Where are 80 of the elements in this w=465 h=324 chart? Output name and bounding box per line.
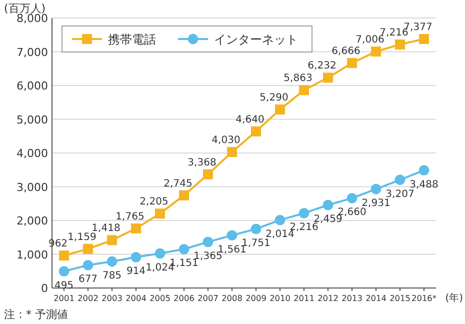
x-tick-label: 2006 xyxy=(174,293,194,303)
data-label: 2,205 xyxy=(140,196,168,208)
point xyxy=(250,224,262,234)
data-label: 6,666 xyxy=(332,46,360,58)
data-label: 5,290 xyxy=(260,92,288,104)
x-tick-label: 2012 xyxy=(318,293,338,303)
point xyxy=(371,46,381,57)
data-label: 7,006 xyxy=(356,34,384,46)
x-tick-label: 2015 xyxy=(390,293,410,303)
x-tick-label: 2009 xyxy=(246,293,266,303)
data-label: 2,459 xyxy=(314,214,342,226)
x-tick-label: 2002 xyxy=(78,293,98,303)
text: 注：* 予測値 xyxy=(4,308,68,321)
y-tick-label: 7,000 xyxy=(16,46,48,59)
data-label: 5,863 xyxy=(284,73,312,84)
legend-label: 携帯電話 xyxy=(108,32,156,46)
y-tick-label: 2,000 xyxy=(16,214,48,228)
y-tick-label: 5,000 xyxy=(16,113,48,126)
point xyxy=(299,85,309,96)
data-label: 3,368 xyxy=(188,157,216,168)
y-tick-label: 6,000 xyxy=(16,80,48,92)
data-label: 1,765 xyxy=(116,211,144,222)
y-tick-label: 1,000 xyxy=(16,248,48,262)
point xyxy=(58,266,70,276)
x-tick-label: 2016* xyxy=(412,293,436,303)
point xyxy=(131,223,141,234)
point xyxy=(130,252,142,262)
x-tick-label: 2011 xyxy=(294,293,314,303)
legend-label: インターネット xyxy=(214,32,298,46)
point xyxy=(154,248,166,259)
point xyxy=(322,200,334,210)
x-tick-label: 2004 xyxy=(126,293,146,303)
point xyxy=(203,169,213,180)
y-tick-label: 8,000 xyxy=(16,12,48,25)
point xyxy=(202,236,214,248)
x-tick-label: 2001 xyxy=(54,293,74,303)
x-tick-label: 2005 xyxy=(150,293,170,303)
point xyxy=(155,208,165,219)
point xyxy=(323,72,333,83)
y-tick-label: 3,000 xyxy=(16,180,48,194)
x-tick-label: 2007 xyxy=(198,293,218,303)
point xyxy=(370,184,382,194)
point xyxy=(59,250,69,261)
point xyxy=(106,256,118,267)
x-tick-label: 2010 xyxy=(270,293,290,303)
point xyxy=(82,260,94,270)
x-axis-title: (年) xyxy=(445,292,464,304)
y-tick-label: 4,000 xyxy=(16,147,48,160)
point xyxy=(418,165,430,176)
x-tick-label: 2014 xyxy=(366,293,386,303)
point xyxy=(179,190,189,200)
y-axis-title: (百万人) xyxy=(4,2,46,15)
x-tick-label: 2013 xyxy=(342,293,362,303)
data-label: 1,159 xyxy=(68,232,96,243)
point xyxy=(274,214,286,226)
data-label: 785 xyxy=(102,270,122,282)
point xyxy=(275,104,285,114)
point xyxy=(298,208,310,218)
point xyxy=(395,39,405,50)
point xyxy=(394,174,406,185)
point xyxy=(346,193,358,204)
data-label: 677 xyxy=(78,274,98,286)
point xyxy=(226,230,238,241)
data-label: 914 xyxy=(126,266,146,278)
x-tick-label: 2003 xyxy=(102,293,122,303)
data-label: 4,640 xyxy=(236,114,264,126)
point xyxy=(83,244,93,254)
point xyxy=(347,58,357,68)
y-tick-label: 0 xyxy=(41,282,48,295)
data-label: 6,232 xyxy=(308,60,336,72)
point xyxy=(419,34,429,44)
point xyxy=(251,126,261,136)
point xyxy=(107,235,117,246)
data-label: 3,488 xyxy=(410,179,438,190)
point xyxy=(227,146,237,157)
data-label: 4,030 xyxy=(212,134,240,146)
x-tick-label: 2008 xyxy=(222,293,242,303)
data-label: 3,207 xyxy=(386,188,414,200)
data-label: 2,745 xyxy=(164,178,192,190)
point xyxy=(178,244,190,254)
